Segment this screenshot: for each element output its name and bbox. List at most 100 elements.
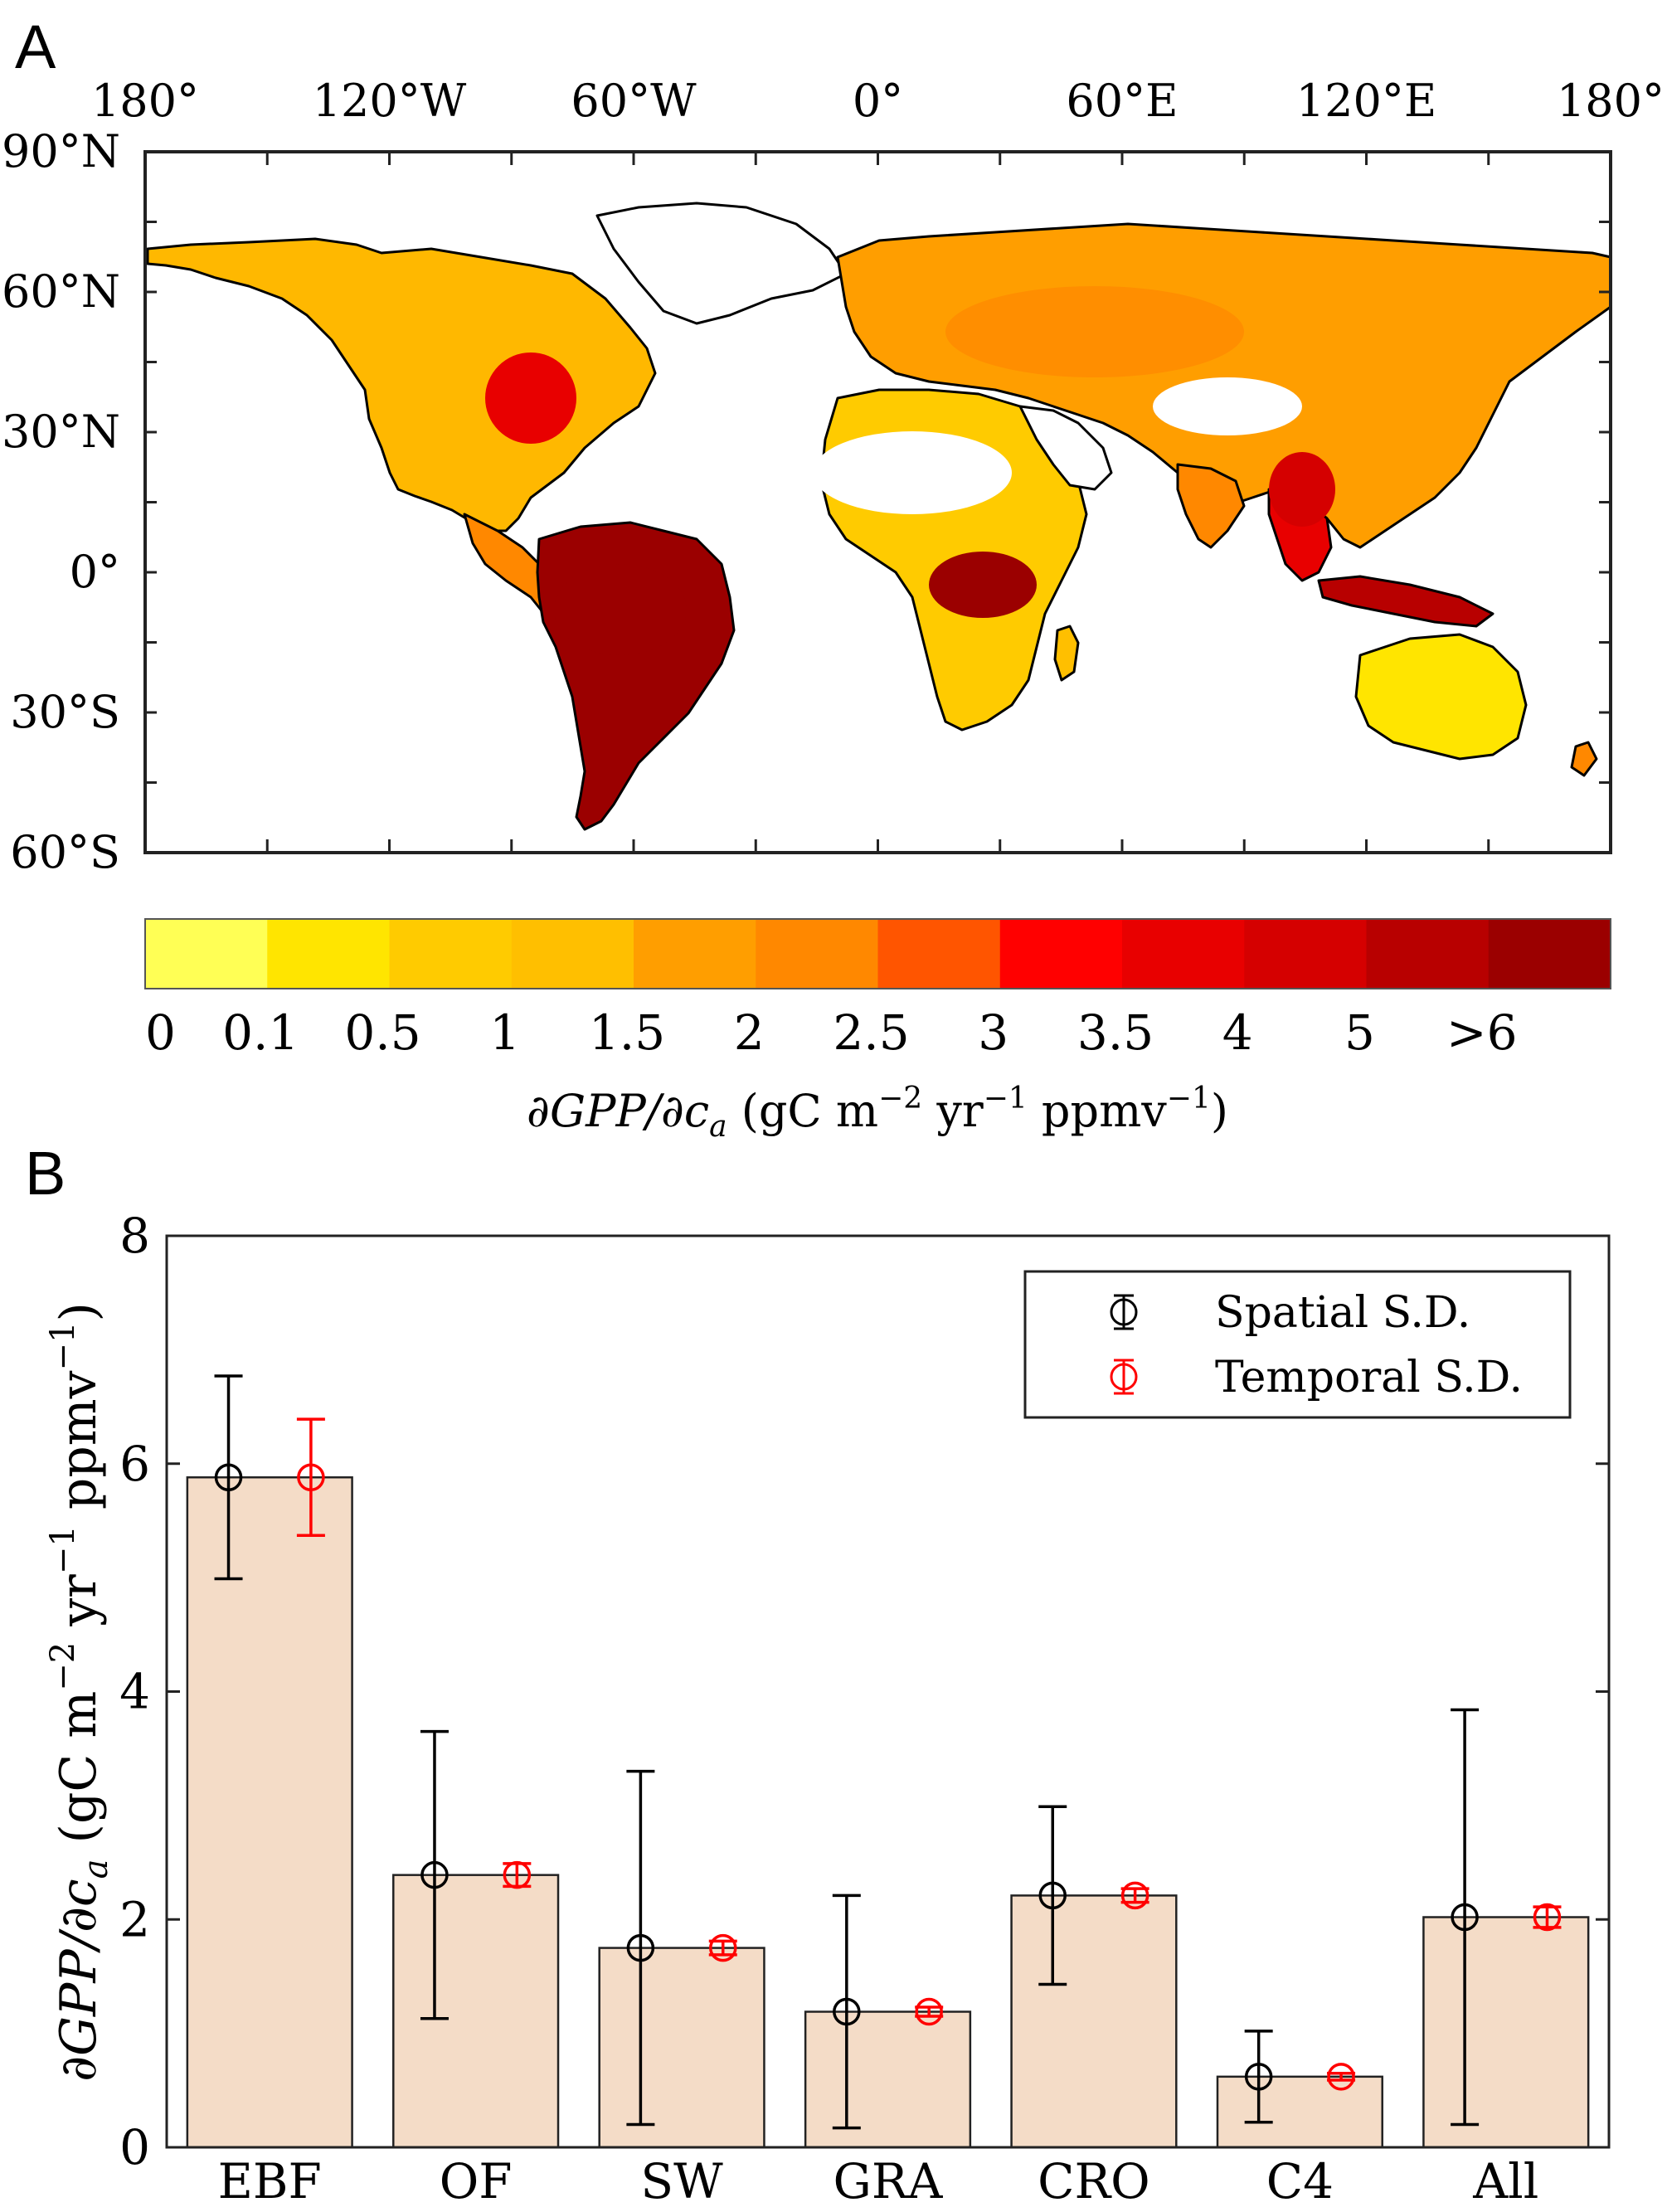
indonesia-landmass [1317,575,1494,628]
x-axis-labels: EBF OF SW GRA CRO C4 All [218,2153,1539,2210]
tibet-zone [1153,377,1302,435]
congo-hotspot [929,552,1037,618]
madagascar-landmass [1053,625,1080,682]
map-lon-label: 60°W [571,75,697,127]
map-lat-label: 0° [70,546,120,598]
bar-sw [598,1947,765,2149]
map-lon-label: 120°W [313,75,467,127]
spatial-errorbar-of [420,1729,449,2020]
spatial-errorbar-c4 [1244,2030,1273,2124]
colorbar-tick-labels: 0 0.1 0.5 1 1.5 2 2.5 3 3.5 4 5 >6 [145,1004,1518,1061]
error-bars [214,1374,1562,2130]
colorbar-swatch [1244,919,1367,989]
temporal-errorbar-gra [915,1997,944,2026]
x-tick-label: OF [440,2153,513,2210]
map-lat-label: 60°N [2,265,120,318]
map-lat-label: 30°N [2,406,120,458]
map-lon-label: 120°E [1296,75,1437,127]
colorbar-swatch [1122,919,1245,989]
spatial-errorbar-ebf [214,1374,243,1581]
temporal-errorbar-ebf [296,1417,325,1538]
colorbar-tick-label: >6 [1446,1004,1518,1061]
legend-marker-spatial [1110,1294,1138,1330]
north-america-landmass [146,237,657,532]
colorbar-swatch [1488,919,1611,989]
map-panel: 180° 120°W 60°W 0° 60°E 120°E 180° 90°N 60°N 30°… [2,75,1665,878]
map-ticks [145,152,1611,853]
colorbar-tick-label: 4 [1222,1004,1253,1061]
colorbar-tick-label: 0.5 [344,1004,420,1061]
bar-ebf [186,1475,353,2149]
temporal-errorbar-all [1533,1903,1562,1932]
map-lat-label: 30°S [10,686,120,738]
south-china-hotspot [1269,452,1335,527]
spatial-errorbar-sw [626,1769,655,2127]
y-axis-label: ∂GPP/∂ca (gC m−2 yr−1 ppmv−1) [44,1302,115,2082]
temporal-errorbar-sw [708,1933,737,1962]
map-lat-labels: 90°N 60°N 30°N 0° 30°S 60°S [2,125,120,878]
legend-label-spatial: Spatial S.D. [1215,1288,1470,1338]
map-hotspots [485,286,1335,655]
colorbar-tick-label: 2.5 [833,1004,909,1061]
y-tick-label: 2 [119,1891,150,1947]
bar-cro [1010,1894,1178,2149]
legend: Spatial S.D. Temporal S.D. [1023,1270,1572,1419]
colorbar-tick-label: 3.5 [1077,1004,1154,1061]
x-tick-label: EBF [218,2153,322,2210]
map-lat-label: 60°S [10,826,120,878]
legend-marker-temporal [1110,1359,1138,1395]
y-axis-ticks: 0 2 4 6 8 [119,1208,1609,2176]
australia-landmass [1354,633,1528,761]
colorbar-swatch [634,919,756,989]
colorbar-tick-label: 2 [734,1004,765,1061]
map-lon-label: 0° [853,75,903,127]
legend-label-temporal: Temporal S.D. [1215,1353,1523,1403]
colorbar-swatch [756,919,878,989]
y-tick-label: 4 [119,1664,150,1720]
spatial-errorbar-all [1451,1708,1480,2127]
arabia-landmass [1018,405,1113,491]
map-lat-label: 90°N [2,125,120,177]
panel-b-label: B [25,1139,66,1208]
map-lon-label: 60°E [1066,75,1178,127]
map-lon-label: 180° [1557,75,1665,127]
x-tick-label: C4 [1266,2153,1334,2210]
spatial-errorbar-gra [832,1894,861,2130]
east-us-hotspot [485,352,576,444]
temporal-errorbar-cro [1120,1881,1149,1910]
x-tick-label: SW [640,2153,723,2210]
new-zealand-landmass [1570,741,1598,777]
colorbar-swatch [511,919,634,989]
colorbar: 0 0.1 0.5 1 1.5 2 2.5 3 3.5 4 5 >6 ∂GPP/∂ca (gC m−2… [144,918,1611,1144]
india-landmass [1176,463,1246,549]
colorbar-swatch [999,919,1123,989]
temporal-errorbar-c4 [1327,2063,1356,2091]
y-tick-label: 8 [119,1208,150,1264]
colorbar-title: ∂GPP/∂ca (gC m−2 yr−1 ppmv−1) [527,1082,1228,1144]
colorbar-tick-label: 5 [1344,1004,1375,1061]
bar-all [1422,1916,1590,2149]
map-lon-label: 180° [91,75,199,127]
greenland-landmass [595,202,848,325]
colorbar-swatch [389,919,513,989]
sahara-zone [813,431,1012,514]
colorbar-swatch [1366,919,1490,989]
colorbar-tick-label: 3 [978,1004,1008,1061]
colorbar-frame [144,918,1611,989]
bar-gra [804,2010,972,2149]
bar-chart-panel: 0 2 4 6 8 EBF OF SW GRA CRO C4 All ∂GPP/∂ca (gC m−… [44,1208,1611,2210]
map-lon-labels: 180° 120°W 60°W 0° 60°E 120°E 180° [91,75,1665,127]
colorbar-tick-label: 0.1 [222,1004,299,1061]
panel-a-label: A [15,12,56,81]
bar-c4 [1216,2075,1383,2149]
spatial-errorbar-cro [1038,1805,1067,1986]
amazon-hotspot [554,564,687,655]
x-tick-label: CRO [1038,2153,1150,2210]
bar-of [392,1874,560,2149]
x-tick-label: GRA [834,2153,944,2210]
x-tick-label: All [1472,2153,1538,2210]
colorbar-tick-label: 1 [489,1004,520,1061]
colorbar-swatch [267,919,390,989]
y-tick-label: 0 [119,2119,150,2176]
